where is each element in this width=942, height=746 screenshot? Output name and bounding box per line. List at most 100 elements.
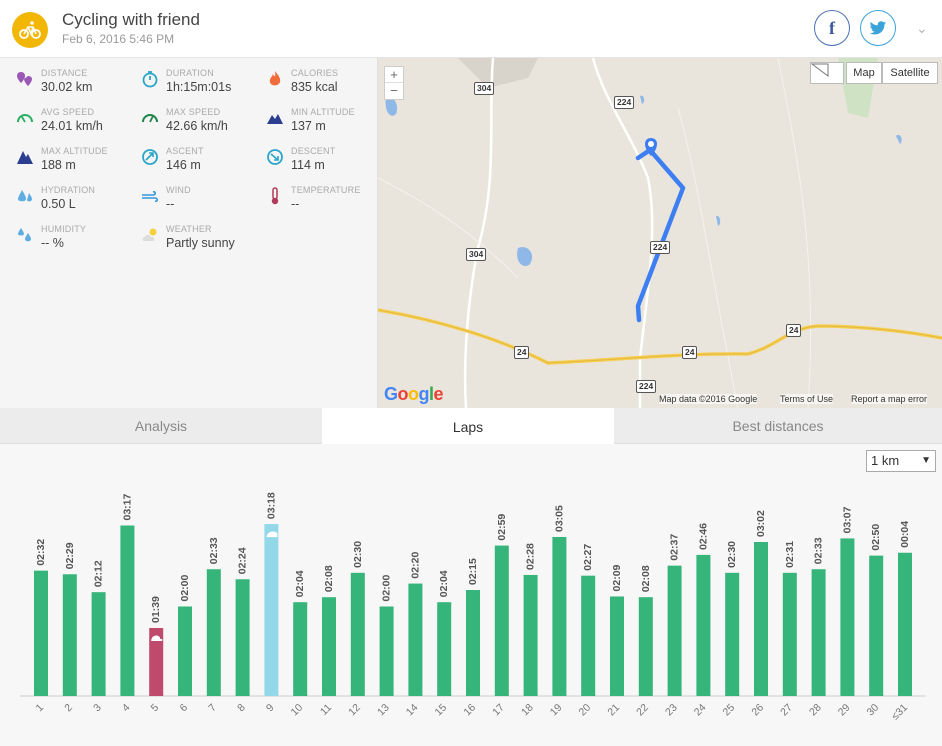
stat-temperature: TEMPERATURE --: [266, 185, 386, 221]
stat-label: HUMIDITY: [41, 224, 87, 234]
lap-bar[interactable]: [523, 574, 538, 696]
stopwatch-icon: [142, 71, 158, 88]
map-attribution: Map data ©2016 Google: [659, 394, 758, 404]
stat-calories: CALORIES 835 kcal: [266, 68, 386, 104]
lap-bar[interactable]: [437, 602, 452, 696]
map-type-satellite-button[interactable]: Satellite: [882, 62, 938, 84]
twitter-icon: [869, 20, 887, 34]
stat-ascent: ASCENT 146 m: [141, 146, 261, 182]
stat-min-altitude: MIN ALTITUDE 137 m: [266, 107, 386, 143]
lap-bar[interactable]: [178, 606, 192, 697]
lap-unit-value: 1 km: [871, 453, 900, 468]
map-zoom-control[interactable]: + −: [384, 66, 404, 100]
map-terms-link[interactable]: Terms of Use: [780, 394, 834, 404]
lap-bar[interactable]: [206, 569, 221, 696]
lap-bar[interactable]: [610, 596, 624, 696]
lap-number-label: 29: [836, 702, 853, 719]
lap-time-label: 03:17: [121, 494, 133, 521]
route-map[interactable]: + − Map Satellite Google Map data ©2016 …: [378, 58, 942, 408]
lap-bar[interactable]: [782, 572, 797, 696]
lap-number-label: 4: [120, 702, 133, 715]
bicycle-icon: [12, 12, 48, 48]
lap-bar[interactable]: [293, 602, 308, 696]
lap-bar[interactable]: [667, 565, 682, 696]
lap-bar[interactable]: [264, 524, 279, 696]
map-canvas[interactable]: [378, 58, 942, 408]
lap-number-label: 25: [721, 702, 738, 719]
lap-number-label: 5: [149, 702, 162, 715]
zoom-out-button[interactable]: −: [390, 83, 398, 98]
lap-number-label: 21: [605, 702, 622, 719]
lap-number-label: 11: [318, 702, 334, 718]
stat-value: 188 m: [41, 158, 76, 172]
lap-number-label: 22: [634, 702, 651, 719]
lap-number-label: 17: [490, 702, 507, 719]
lap-time-label: 02:15: [467, 558, 479, 585]
fullscreen-button[interactable]: [810, 62, 844, 84]
stat-value: 42.66 km/h: [166, 119, 228, 133]
tab-best-distances[interactable]: Best distances: [732, 418, 824, 434]
lap-unit-select[interactable]: 1 km ▼: [866, 450, 936, 472]
chevron-down-icon[interactable]: ⌄: [916, 20, 928, 36]
stat-label: CALORIES: [291, 68, 339, 78]
lap-bar[interactable]: [408, 583, 423, 696]
lap-bar[interactable]: [811, 569, 826, 696]
lap-bar[interactable]: [235, 579, 250, 696]
lap-time-label: 02:30: [726, 541, 738, 568]
stat-label: TEMPERATURE: [291, 185, 361, 195]
road-shield: 224: [650, 241, 671, 254]
lap-bar[interactable]: [120, 525, 135, 696]
stat-wind: WIND --: [141, 185, 261, 221]
lap-bar[interactable]: [725, 572, 740, 696]
lap-time-label: 02:37: [669, 534, 681, 561]
lap-bar[interactable]: [638, 597, 653, 696]
lap-bar[interactable]: [322, 597, 336, 696]
stat-max-altitude: MAX ALTITUDE 188 m: [16, 146, 136, 182]
lap-bar[interactable]: [466, 590, 480, 696]
lap-time-label: 02:00: [179, 574, 191, 601]
lap-bar[interactable]: [552, 536, 567, 696]
lap-bar[interactable]: [350, 572, 365, 696]
lap-time-label: 02:31: [784, 541, 796, 568]
stat-label: MIN ALTITUDE: [291, 107, 355, 117]
lap-bar[interactable]: [91, 592, 106, 696]
lap-bar[interactable]: [62, 574, 77, 696]
lap-time-label: 02:59: [496, 514, 508, 541]
tab-analysis[interactable]: Analysis: [134, 418, 188, 434]
lap-number-label: 1: [34, 702, 47, 715]
facebook-icon: f: [829, 17, 835, 38]
lap-time-label: 02:27: [582, 544, 594, 571]
lap-time-label: 01:39: [150, 596, 162, 623]
lap-bar[interactable]: [696, 554, 711, 696]
lap-bar[interactable]: [898, 552, 912, 696]
facebook-share-button[interactable]: f: [814, 10, 850, 46]
lap-number-label: 24: [692, 702, 709, 719]
lap-bar[interactable]: [379, 606, 394, 697]
road-shield: 304: [466, 248, 487, 261]
stat-label: ASCENT: [166, 146, 204, 156]
lap-number-label: ≤31: [889, 702, 910, 723]
lap-bar[interactable]: [34, 570, 48, 696]
zoom-in-button[interactable]: +: [385, 67, 403, 83]
lap-time-label: 02:08: [640, 565, 652, 592]
lap-bar[interactable]: [149, 628, 164, 696]
lap-bar[interactable]: [869, 555, 884, 696]
lap-bar[interactable]: [754, 542, 768, 696]
lap-number-label: 14: [404, 702, 421, 719]
lap-number-label: 9: [264, 702, 277, 715]
lap-time-label: 02:28: [525, 543, 537, 570]
tab-laps[interactable]: Laps: [322, 408, 614, 445]
map-report-link[interactable]: Report a map error: [851, 394, 928, 404]
lap-bar[interactable]: [840, 538, 855, 696]
lap-bar[interactable]: [581, 575, 596, 696]
activity-title: Cycling with friend: [62, 10, 200, 29]
lap-bar[interactable]: [494, 545, 509, 696]
flame-icon: [269, 71, 281, 86]
twitter-share-button[interactable]: [860, 10, 896, 46]
ascent-icon: [142, 149, 158, 165]
stat-value: Partly sunny: [166, 236, 235, 250]
mountain-high-icon: [17, 151, 33, 164]
map-type-map-button[interactable]: Map: [846, 62, 882, 84]
stat-humidity: HUMIDITY -- %: [16, 224, 136, 260]
stat-label: WIND: [166, 185, 191, 195]
